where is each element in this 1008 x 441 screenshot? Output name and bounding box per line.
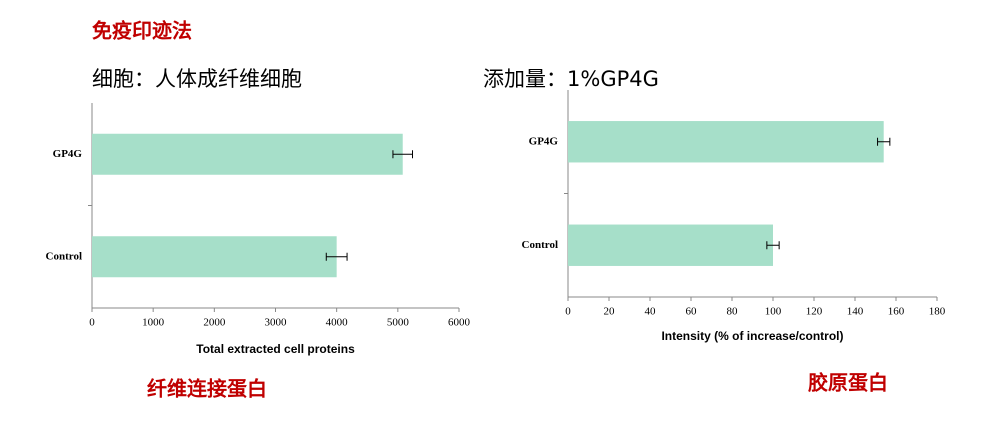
x-tick-label: 80: [727, 306, 739, 318]
x-axis-label: Total extracted cell proteins: [196, 342, 355, 356]
bar: [568, 224, 773, 266]
y-tick-label: GP4G: [529, 135, 559, 147]
x-tick-label: 4000: [326, 317, 349, 329]
x-tick-label: 140: [847, 306, 864, 318]
x-axis-label: Intensity (% of increase/control): [661, 329, 843, 343]
x-tick-label: 100: [765, 306, 782, 318]
y-tick-label: GP4G: [53, 148, 83, 160]
error-bar: [877, 137, 891, 146]
page-title: 免疫印迹法: [92, 19, 192, 43]
subtitle: 细胞：人体成纤维细胞: [92, 67, 302, 91]
x-tick-label: 1000: [142, 317, 165, 329]
y-tick-label: Control: [46, 250, 82, 262]
bar: [92, 236, 337, 278]
x-tick-label: 60: [686, 306, 698, 318]
bar: [568, 121, 884, 163]
x-tick-label: 0: [565, 306, 571, 318]
x-tick-label: 6000: [448, 317, 471, 329]
subtitle: 添加量：1%GP4G: [483, 67, 659, 91]
x-tick-label: 2000: [203, 317, 226, 329]
bar: [92, 133, 403, 175]
x-tick-label: 0: [89, 317, 95, 329]
x-tick-label: 3000: [265, 317, 288, 329]
y-tick-label: Control: [522, 239, 558, 251]
x-tick-label: 180: [929, 306, 946, 318]
x-tick-label: 5000: [387, 317, 410, 329]
x-tick-label: 40: [645, 306, 657, 318]
x-tick-label: 160: [888, 306, 905, 318]
error-bar: [325, 252, 348, 261]
x-tick-label: 20: [604, 306, 616, 318]
caption: 纤维连接蛋白: [147, 377, 267, 401]
error-bar: [392, 150, 414, 159]
x-tick-label: 120: [806, 306, 823, 318]
caption: 胶原蛋白: [808, 371, 888, 395]
error-bar: [766, 241, 780, 250]
